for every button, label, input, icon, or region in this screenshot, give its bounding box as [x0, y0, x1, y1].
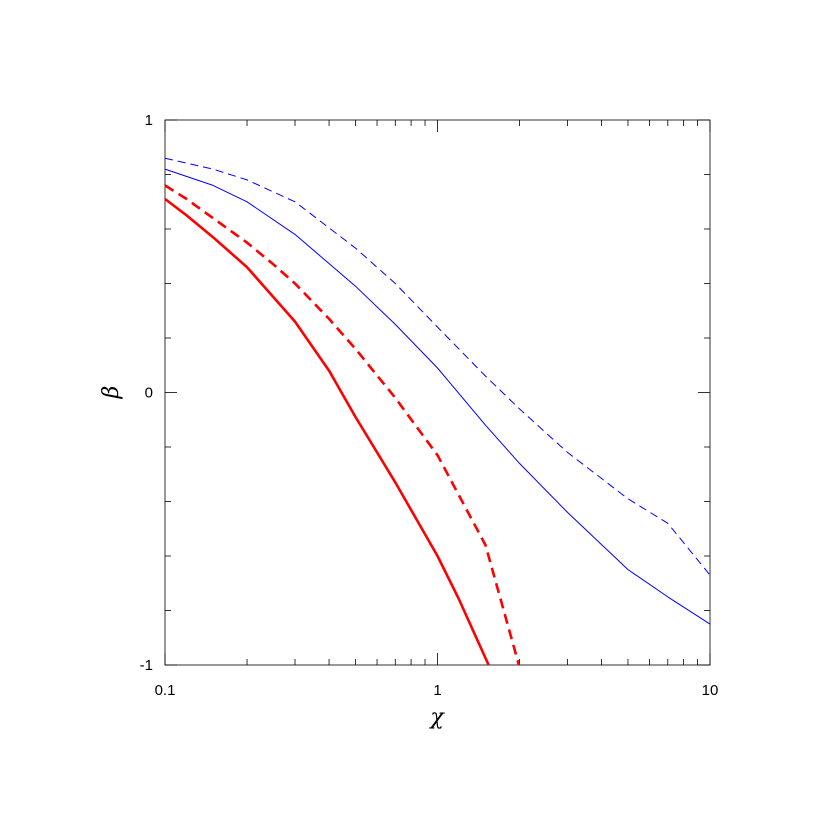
series-line-1 [164, 157, 711, 576]
x-tick-label: 1 [433, 682, 441, 699]
series-lines [164, 157, 711, 666]
y-tick-label: -1 [140, 657, 153, 674]
x-axis-label: χ [428, 705, 445, 730]
x-tick-label: 0.1 [155, 682, 176, 699]
series-line-3 [164, 184, 521, 666]
y-axis-label: β [99, 386, 124, 400]
tick-labels: 0.1 1 10 -1 0 1 [140, 112, 719, 699]
series-line-4 [164, 197, 490, 666]
y-tick-label: 0 [145, 385, 153, 402]
series-line-2 [164, 168, 711, 625]
y-tick-label: 1 [145, 112, 153, 129]
axis-ticks [164, 119, 711, 666]
x-tick-label: 10 [702, 682, 719, 699]
